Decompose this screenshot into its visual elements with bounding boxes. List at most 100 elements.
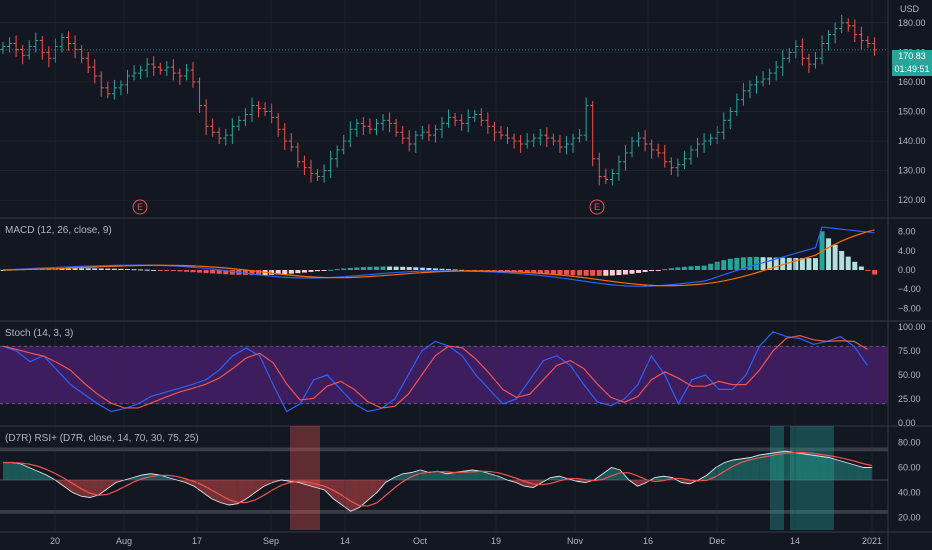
rsi-oversold-zone xyxy=(290,426,320,530)
macd-histogram-bar xyxy=(157,270,163,271)
time-axis-tick: 2021 xyxy=(862,536,882,546)
macd-histogram-bar xyxy=(629,270,635,274)
time-axis-tick: 16 xyxy=(643,536,653,546)
macd-histogram-bar xyxy=(603,270,609,276)
rsi-fill xyxy=(802,453,812,480)
macd-histogram-bar xyxy=(275,270,281,275)
macd-histogram-bar xyxy=(786,257,792,270)
earnings-marker-icon xyxy=(132,199,148,215)
macd-histogram-bar xyxy=(321,270,327,271)
macd-histogram-bar xyxy=(210,270,216,274)
rsi-fill xyxy=(455,471,464,480)
price-axis-tick: 130.00 xyxy=(898,166,926,176)
macd-histogram-bar xyxy=(616,270,622,276)
macd-histogram-bar xyxy=(773,257,779,270)
rsi-fill xyxy=(350,480,360,512)
stoch-axis-tick: 0.00 xyxy=(898,418,916,428)
rsi-fill xyxy=(863,467,873,480)
price-axis-tick: 160.00 xyxy=(898,77,926,87)
rsi-fill xyxy=(854,465,864,480)
macd-histogram-bar xyxy=(144,269,150,271)
macd-histogram-bar xyxy=(347,267,353,270)
macd-histogram-bar xyxy=(406,267,412,270)
macd-histogram-bar xyxy=(701,265,707,270)
macd-axis-tick: −4.00 xyxy=(898,284,921,294)
macd-histogram-bar xyxy=(727,258,733,270)
macd-histogram-bar xyxy=(767,257,773,270)
macd-histogram-bar xyxy=(387,266,393,270)
rsi-overbought-zone xyxy=(790,426,834,530)
rsi-fill xyxy=(37,471,47,480)
rsi-fill xyxy=(811,455,821,480)
rsi-fill xyxy=(263,480,273,487)
rsi-fill xyxy=(11,462,21,480)
price-axis-tick: 150.00 xyxy=(898,107,926,117)
macd-histogram-bar xyxy=(668,268,674,270)
macd-histogram-bar xyxy=(524,270,530,273)
macd-histogram-bar xyxy=(354,267,360,270)
macd-histogram-bar xyxy=(754,256,760,270)
rsi-fill xyxy=(185,480,195,487)
rsi-fill xyxy=(489,473,499,480)
macd-histogram-bar xyxy=(812,258,818,270)
macd-histogram-bar xyxy=(531,270,537,273)
macd-histogram-bar xyxy=(544,270,550,274)
rsi-fill xyxy=(515,480,525,487)
time-axis-tick: 19 xyxy=(491,536,501,546)
macd-histogram-bar xyxy=(190,270,196,273)
rsi-fill xyxy=(211,480,221,503)
rsi-fill xyxy=(98,480,108,495)
macd-histogram-bar xyxy=(334,269,340,271)
macd-histogram-bar xyxy=(865,270,871,271)
time-axis-tick: 14 xyxy=(340,536,350,546)
macd-histogram-bar xyxy=(609,270,615,276)
macd-histogram-bar xyxy=(419,267,425,270)
rsi-fill xyxy=(733,458,742,480)
macd-histogram-bar xyxy=(563,270,569,275)
time-axis-tick: 14 xyxy=(790,536,800,546)
macd-histogram-bar xyxy=(400,266,406,270)
price-axis-tick: 140.00 xyxy=(898,136,926,146)
time-axis-tick: Nov xyxy=(567,536,584,546)
macd-histogram-bar xyxy=(216,270,222,274)
macd-histogram-bar xyxy=(681,266,687,270)
macd-histogram-bar xyxy=(511,270,517,273)
macd-histogram-bar xyxy=(871,270,877,275)
rsi-axis-tick: 20.00 xyxy=(898,513,921,523)
macd-histogram-bar xyxy=(806,258,812,270)
rsi-legend[interactable]: (D7R) RSI+ (D7R, close, 14, 70, 30, 75, … xyxy=(5,433,199,444)
rsi-fill xyxy=(446,472,456,480)
macd-axis-tick: 4.00 xyxy=(898,246,916,256)
stoch-legend[interactable]: Stoch (14, 3, 3) xyxy=(5,328,74,339)
macd-legend[interactable]: MACD (12, 26, close, 9) xyxy=(5,225,112,236)
rsi-fill xyxy=(359,480,369,508)
rsi-fill xyxy=(220,480,230,505)
rsi-fill xyxy=(246,480,256,499)
macd-histogram-bar xyxy=(367,266,373,270)
macd-histogram-bar xyxy=(131,269,137,271)
macd-axis-tick: −8.00 xyxy=(898,303,921,313)
rsi-fill xyxy=(820,456,829,480)
rsi-fill xyxy=(837,460,847,480)
macd-histogram-bar xyxy=(328,269,334,271)
macd-histogram-bar xyxy=(734,257,740,270)
rsi-fill xyxy=(637,480,647,487)
macd-histogram-bar xyxy=(537,270,543,274)
macd-histogram-bar xyxy=(59,268,65,270)
macd-histogram-bar xyxy=(295,270,301,274)
macd-histogram-bar xyxy=(858,266,864,270)
macd-histogram-bar xyxy=(439,268,445,270)
rsi-axis-tick: 80.00 xyxy=(898,438,921,448)
time-axis-tick: Dec xyxy=(709,536,726,546)
macd-histogram-bar xyxy=(85,268,91,270)
stoch-band xyxy=(0,346,888,404)
countdown-tag: 01:49:51 xyxy=(892,63,932,76)
rsi-upper-band xyxy=(0,447,888,452)
macd-axis-tick: 0.00 xyxy=(898,265,916,275)
stoch-k-line xyxy=(2,331,868,413)
rsi-fill xyxy=(776,451,786,480)
rsi-fill xyxy=(107,480,117,489)
macd-histogram-bar xyxy=(845,256,851,270)
